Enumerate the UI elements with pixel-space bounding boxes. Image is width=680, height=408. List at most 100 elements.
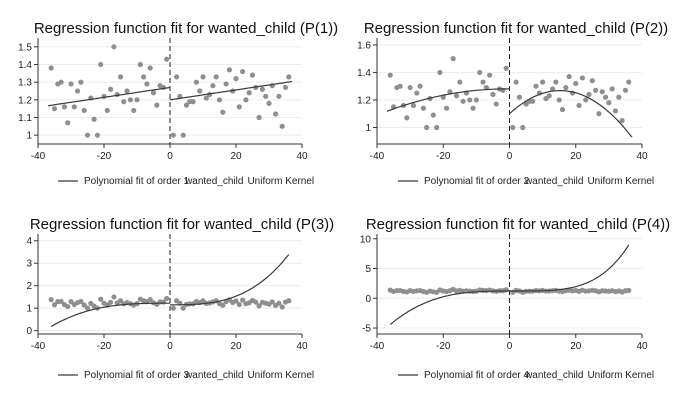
data-point [520, 124, 526, 131]
data-point [51, 302, 58, 308]
data-point [269, 299, 275, 305]
y-tick-label: 1.4 [357, 68, 371, 79]
fit-line-right [509, 89, 633, 138]
data-point [510, 124, 516, 131]
data-point [220, 302, 226, 308]
data-point [407, 84, 413, 91]
y-tick-label: 0 [26, 326, 32, 337]
data-point [609, 86, 615, 92]
chart-panel: Regression function fit for wanted_child… [26, 216, 334, 381]
data-point [616, 94, 622, 100]
data-point [453, 93, 460, 99]
legend-entry: Polynomial fit of order 2 [424, 176, 529, 187]
data-point [513, 79, 519, 85]
legend-entry: Polynomial fit of order 4 [424, 370, 529, 381]
x-tick-label: 40 [636, 151, 648, 162]
data-point [576, 102, 582, 109]
chart-panel: Regression function fit for wanted_child… [18, 20, 338, 187]
data-point [437, 69, 443, 76]
data-point [566, 73, 572, 80]
data-point [612, 108, 619, 114]
y-tick-label: 1.5 [18, 42, 32, 53]
y-tick-label: 1.3 [18, 78, 32, 89]
x-tick-label: -40 [370, 151, 385, 162]
data-point [243, 97, 249, 103]
data-point [424, 124, 430, 131]
data-point [493, 101, 499, 107]
data-point [266, 100, 272, 106]
data-point [286, 298, 292, 304]
y-tick-label: 1 [26, 131, 32, 142]
data-point [276, 300, 282, 306]
data-point [84, 305, 91, 311]
data-point [233, 298, 239, 304]
data-point [414, 90, 420, 96]
data-point [593, 87, 599, 93]
chart-title: Regression function fit for wanted_child… [34, 20, 338, 37]
data-point [583, 97, 589, 103]
x-tick-label: 40 [296, 341, 308, 352]
y-tick-label: 0 [365, 294, 371, 305]
data-point [121, 99, 127, 105]
x-tick-label: 0 [167, 341, 173, 352]
data-point [84, 132, 91, 138]
data-point [61, 104, 67, 110]
legend-text: Polynomial fit of order 2wanted_child Uni… [424, 176, 654, 187]
data-point [626, 287, 632, 293]
data-point [273, 111, 279, 117]
x-tick-label: 0 [507, 341, 513, 352]
y-tick-label: 1 [365, 123, 371, 134]
x-tick-label: -20 [436, 341, 451, 352]
legend-entry: Uniform Kernel [247, 176, 314, 187]
fit-line-left [389, 290, 510, 326]
chart-title: Regression function fit for wanted_child… [366, 216, 670, 233]
data-point [98, 296, 104, 302]
data-point [563, 84, 569, 91]
data-point [480, 79, 486, 85]
data-point [91, 116, 97, 122]
data-point [236, 301, 242, 308]
data-point [180, 305, 186, 311]
data-point [71, 104, 77, 110]
data-point [387, 72, 393, 78]
data-point [490, 91, 496, 98]
data-point [470, 105, 476, 111]
data-point [619, 117, 625, 124]
data-point [193, 79, 199, 85]
data-point [596, 111, 602, 117]
data-point [127, 97, 133, 103]
fit-line-right [170, 254, 290, 306]
data-point [170, 132, 176, 138]
data-point [530, 98, 536, 104]
data-point [276, 93, 282, 99]
x-tick-label: -40 [31, 341, 46, 352]
data-point [216, 97, 223, 103]
data-point [477, 69, 483, 76]
data-point [124, 88, 130, 94]
data-point [108, 299, 114, 305]
data-point [240, 297, 246, 303]
data-point [246, 90, 252, 96]
x-tick-label: 20 [570, 151, 582, 162]
data-point [282, 84, 289, 91]
data-point [240, 68, 246, 75]
legend-text: Polynomial fit of order 4wanted_child Uni… [424, 370, 654, 381]
data-point [447, 89, 453, 95]
data-point [164, 56, 170, 62]
data-point [48, 65, 54, 71]
legend-entry: wanted_child [184, 370, 243, 381]
data-point [137, 61, 143, 68]
data-point [540, 79, 546, 85]
data-point [256, 303, 262, 309]
y-tick-label: 10 [360, 234, 372, 245]
data-point [420, 105, 426, 111]
data-point [622, 87, 629, 93]
data-point [279, 123, 285, 129]
y-tick-label: 3 [26, 259, 32, 270]
data-point [286, 74, 292, 80]
y-tick-label: 1.1 [18, 113, 32, 124]
data-point [556, 97, 562, 103]
x-tick-label: 0 [507, 151, 513, 162]
data-point [223, 81, 229, 87]
data-point [279, 304, 285, 310]
